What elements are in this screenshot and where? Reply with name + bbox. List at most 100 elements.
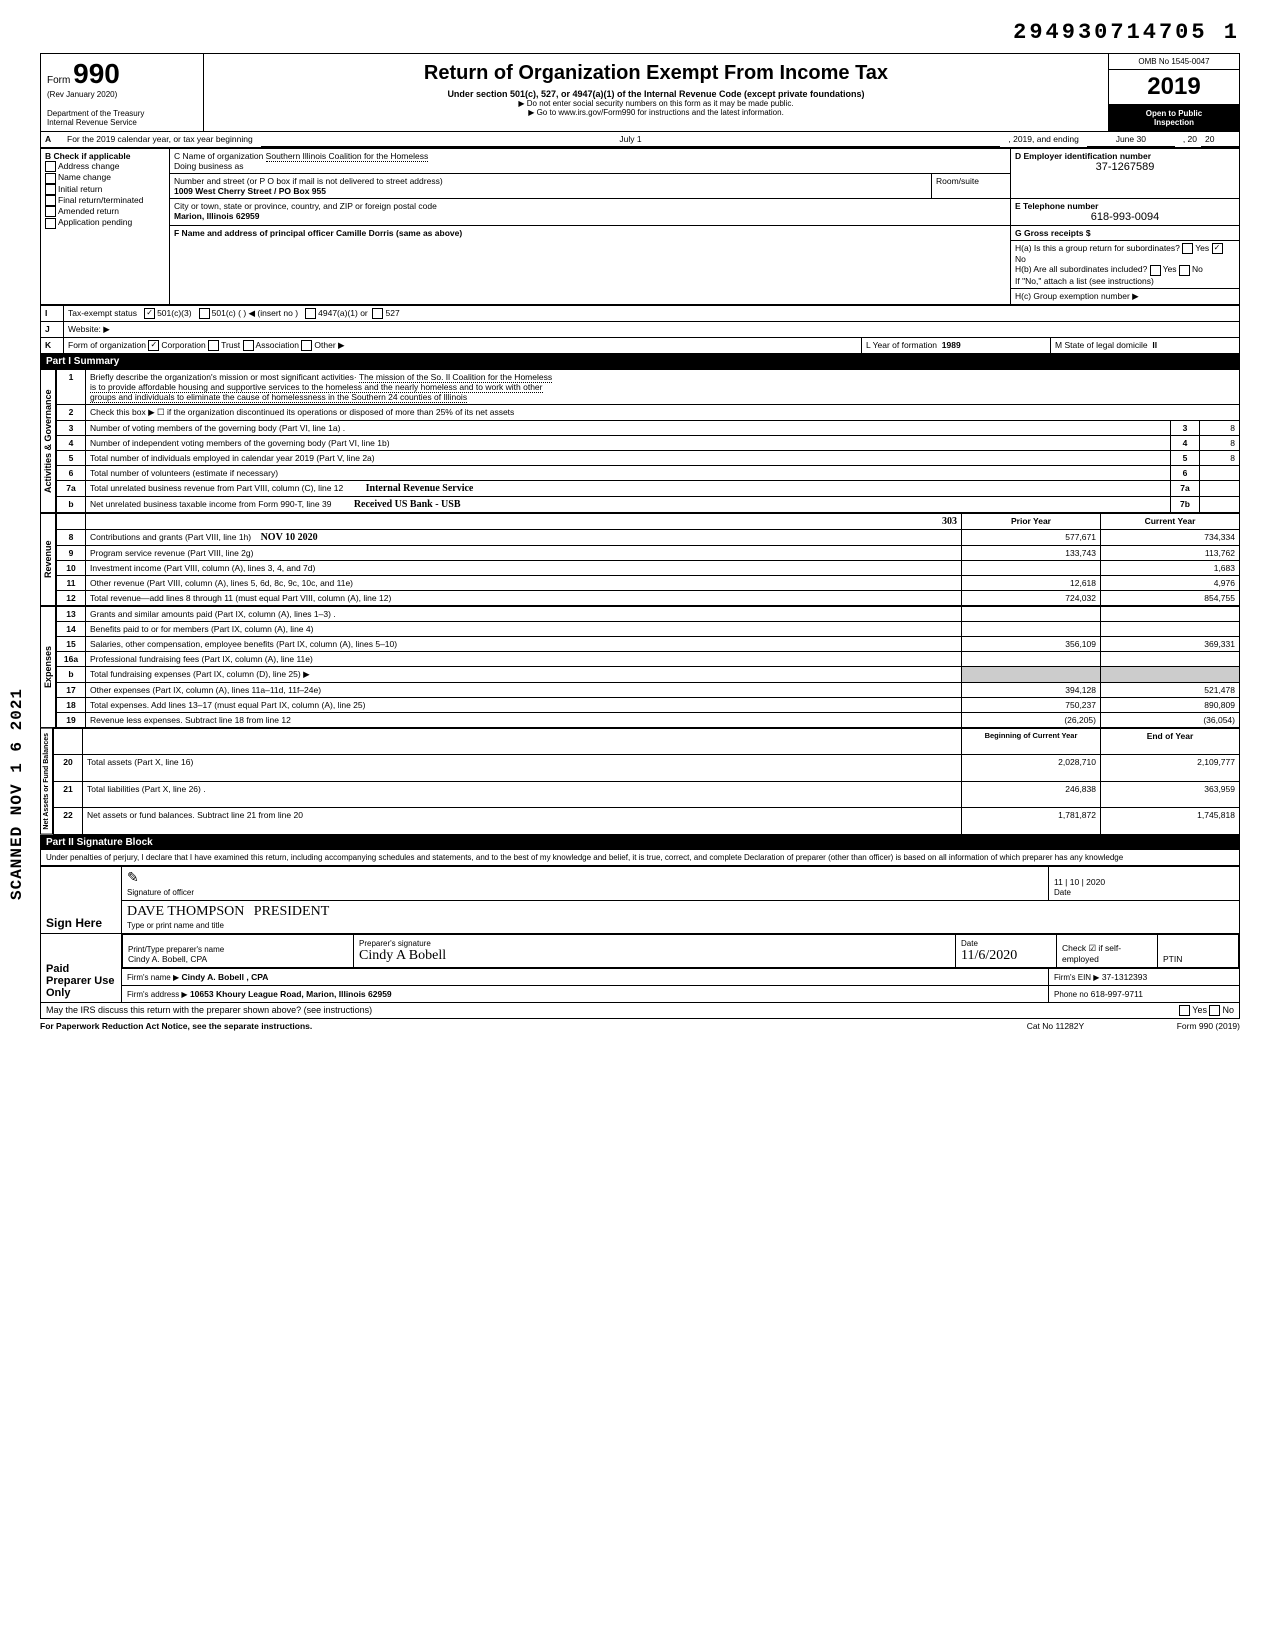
row-a-text3: , 20 [1179,132,1201,147]
stamp-date: NOV 10 2020 [261,532,318,543]
form-word: Form [47,75,70,86]
side-netassets: Net Assets or Fund Balances [40,728,53,835]
v5: 8 [1199,451,1239,466]
ty-yy: 20 [1201,132,1239,147]
i-501c3: 501(c)(3) [157,308,191,318]
l-label: L Year of formation [866,340,937,350]
p18: 750,237 [962,698,1101,713]
begcy: Beginning of Current Year [962,729,1101,755]
l22: Net assets or fund balances. Subtract li… [83,808,962,834]
row-a-text1: For the 2019 calendar year, or tax year … [63,132,257,147]
page-stamp: 294930714705 1 [40,20,1240,45]
fein: 37-1312393 [1102,972,1147,982]
c15: 369,331 [1101,637,1240,652]
dba-label: Doing business as [174,161,243,171]
ha-label: H(a) Is this a group return for subordin… [1015,243,1180,253]
i-527: 527 [385,308,399,318]
chk-init: Initial return [58,184,102,194]
l6: Total number of volunteers (estimate if … [86,466,1171,481]
l7b: Net unrelated business taxable income fr… [90,499,331,509]
l12: Total revenue—add lines 8 through 11 (mu… [86,591,962,606]
l15: Salaries, other compensation, employee b… [86,637,962,652]
l19: Revenue less expenses. Subtract line 18 … [86,713,962,728]
l1d: groups and individuals to eliminate the … [90,392,467,403]
p15: 356,109 [962,637,1101,652]
printed-name: DAVE THOMPSON [127,904,244,919]
l1a: Briefly describe the organization's miss… [90,372,357,382]
discuss-yes: Yes [1192,1005,1207,1016]
ein: 37-1267589 [1015,161,1235,173]
l2: Check this box ▶ ☐ if the organization d… [86,405,1240,421]
l13: Grants and similar amounts paid (Part IX… [86,607,962,622]
printed-title: PRESIDENT [254,904,329,919]
form-subtitle: Under section 501(c), 527, or 4947(a)(1)… [210,89,1102,99]
l18: Total expenses. Add lines 13–17 (must eq… [86,698,962,713]
l3: Number of voting members of the governin… [86,421,1171,436]
open-public-1: Open to Public [1146,109,1202,118]
m-state: Il [1152,340,1157,350]
p9: 133,743 [962,546,1101,561]
part1-header: Part I Summary [40,354,1240,369]
k-trust: Trust [221,340,240,350]
p8: 577,671 [962,530,1101,546]
prep-name: Cindy A. Bobell, CPA [128,954,207,964]
c9: 113,762 [1101,546,1240,561]
l-year: 1989 [942,340,961,350]
firm-phone: 618-997-9711 [1091,989,1143,999]
side-expenses: Expenses [40,606,56,728]
form-header: Form 990 (Rev January 2020) Department o… [40,53,1240,132]
officer-sig: ✎ [127,871,139,886]
fa-l: Firm's address ▶ [127,990,188,999]
c19: (36,054) [1101,713,1240,728]
so-label: Signature of officer [127,888,194,897]
c21: 363,959 [1101,781,1240,807]
stamp-303: 303 [942,516,957,527]
l20: Total assets (Part X, line 16) [83,755,962,781]
cat-no: Cat No 11282Y [1027,1021,1177,1031]
date-label: Date [1054,888,1071,897]
stamp-irs: Internal Revenue Service [366,483,474,494]
addr-label: Number and street (or P O box if mail is… [174,176,443,186]
l16b: Total fundraising expenses (Part IX, col… [86,667,962,683]
firm-name: Cindy A. Bobell , CPA [182,972,269,982]
c22: 1,745,818 [1101,808,1240,834]
l14: Benefits paid to or for members (Part IX… [86,622,962,637]
hb-note: If "No," attach a list (see instructions… [1015,276,1154,286]
ijk-block: I Tax-exempt status ✓501(c)(3) 501(c) ( … [40,305,1240,355]
l7a: Total unrelated business revenue from Pa… [90,483,343,493]
k-assoc: Association [256,340,299,350]
type-label: Type or print name and title [127,921,224,930]
prep-date: 11/6/2020 [961,948,1017,963]
l17: Other expenses (Part IX, column (A), lin… [86,683,962,698]
c20: 2,109,777 [1101,755,1240,781]
fn-l: Firm's name ▶ [127,973,179,982]
l21: Total liabilities (Part X, line 26) . [83,781,962,807]
prior-hdr: Prior Year [962,514,1101,530]
row-a-text2: , 2019, and ending [1004,132,1082,147]
ty-end: June 30 [1087,132,1175,147]
v4: 8 [1199,436,1239,451]
l9: Program service revenue (Part VIII, line… [86,546,962,561]
side-activities: Activities & Governance [40,369,56,513]
l4: Number of independent voting members of … [86,436,1171,451]
k-text: Form of organization [68,340,146,350]
dt-l: Date [961,939,978,948]
hc-label: H(c) Group exemption number ▶ [1015,291,1139,301]
entity-block: B Check if applicable Address change Nam… [40,148,1240,305]
ty-begin: July 1 [261,132,1001,147]
dept: Department of the Treasury [47,109,197,118]
i-l: I [41,305,64,321]
p12: 724,032 [962,591,1101,606]
ptin-l: PTIN [1158,934,1239,967]
p22: 1,781,872 [962,808,1101,834]
no1: No [1015,254,1026,264]
p10 [962,561,1101,576]
l10: Investment income (Part VIII, column (A)… [86,561,962,576]
j-text: Website: ▶ [68,324,110,334]
firm-addr: 10653 Khoury League Road, Marion, Illino… [190,989,392,999]
c12: 854,755 [1101,591,1240,606]
i-text: Tax-exempt status [68,308,137,318]
p20: 2,028,710 [962,755,1101,781]
k-l: K [41,337,64,353]
eoy: End of Year [1101,729,1240,755]
